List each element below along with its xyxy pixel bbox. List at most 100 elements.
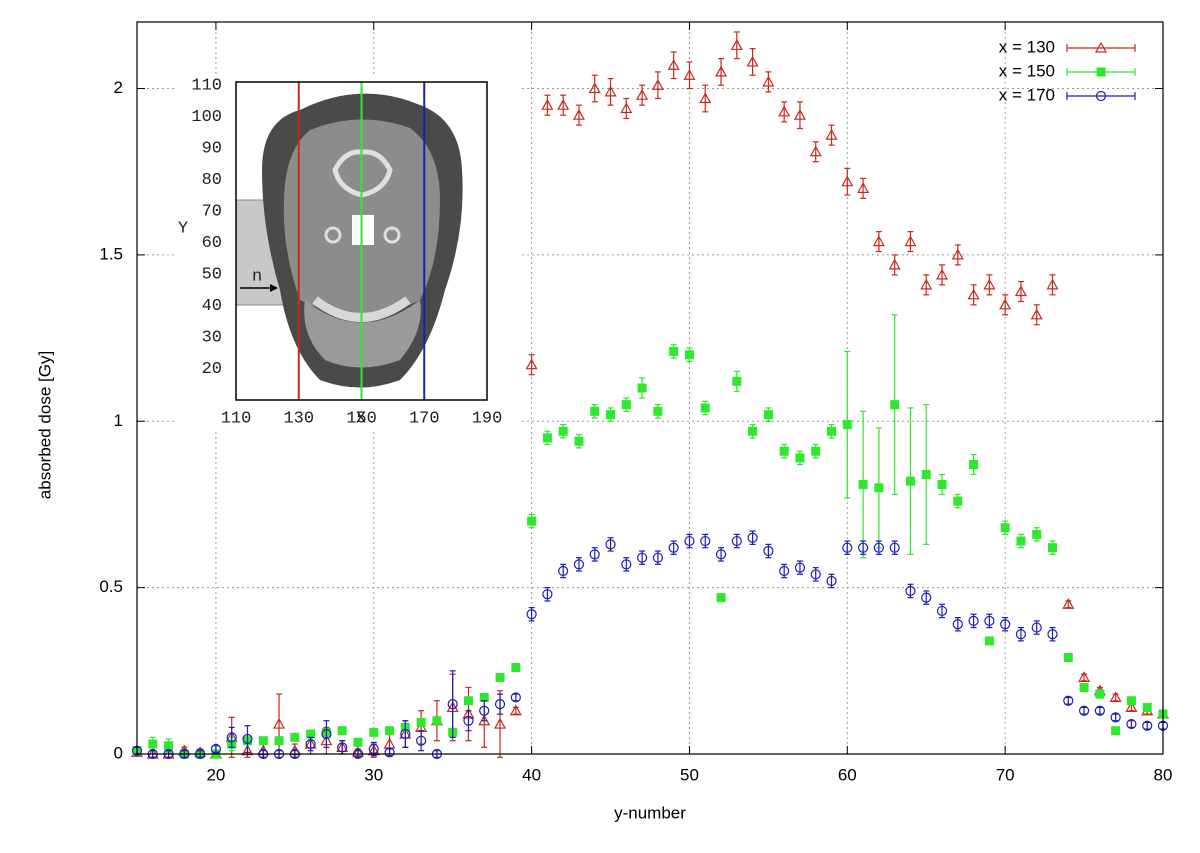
marker-circle [637,552,648,563]
marker-circle [873,542,884,553]
marker-square [748,426,758,436]
error-bar [749,48,756,76]
y-tick-label: 2 [114,78,123,97]
marker-square [1096,67,1106,77]
marker-circle [337,742,348,753]
marker-circle [321,728,332,740]
marker-triangle [778,105,791,117]
marker-square [716,593,726,603]
y-tick-label: 1.5 [99,244,123,263]
error-bar [244,725,251,753]
marker-circle [1126,718,1137,730]
error-bar [796,101,803,130]
error-bar [639,84,646,106]
error-bar [607,77,614,106]
legend: x = 130 x = 150 x = 170 [999,37,1136,104]
inset-y-tick-label: 70 [202,203,222,222]
error-bar [512,693,519,702]
marker-triangle [1125,701,1138,713]
error-bar [686,61,693,90]
marker-square [827,426,837,436]
marker-triangle [746,55,759,67]
error-bar [1144,721,1151,730]
marker-square [905,476,915,486]
inset-x-tick-label: 150 [346,409,377,428]
marker-circle [857,542,869,553]
x-tick-label: 50 [680,765,699,784]
marker-square [669,346,679,356]
error-bar [765,71,772,93]
marker-triangle [1046,278,1059,290]
x-tick-label: 70 [996,765,1015,784]
marker-square [621,400,631,410]
marker-square [385,726,395,736]
marker-triangle [730,39,743,50]
marker-square [463,696,473,706]
marker-triangle [935,268,949,280]
marker-square [874,483,884,493]
marker-square [274,736,284,746]
legend-label: x = 150 [999,61,1055,80]
marker-circle [921,592,932,603]
marker-triangle [793,108,806,120]
inset-y-tick-label: 60 [202,234,222,253]
marker-circle [573,559,585,570]
marker-circle [684,535,695,547]
marker-circle [779,565,790,577]
x-tick-label: 80 [1154,765,1173,784]
error-bar [1065,600,1072,609]
marker-square [969,460,979,470]
error-bar [844,167,851,196]
marker-circle [305,738,316,750]
error-bar [512,706,519,715]
marker-square [890,400,900,410]
marker-square [606,410,616,420]
x-axis-label: y-number [614,803,686,822]
error-bar [1081,673,1088,682]
marker-circle [526,609,537,620]
error-bar [891,254,898,276]
error-bar [828,124,835,146]
marker-circle [400,728,411,740]
marker-circle [1142,720,1153,731]
marker-triangle [888,258,901,270]
marker-square [337,726,347,736]
points [130,31,1170,760]
marker-square [511,662,521,672]
error-bar [860,177,867,199]
marker-square [527,516,537,526]
marker-circle [668,542,679,553]
legend-label: x = 170 [999,85,1055,104]
marker-triangle [999,298,1012,310]
marker-triangle [683,69,696,80]
marker-circle [1015,629,1027,640]
error-bar [1065,696,1072,705]
marker-triangle [241,744,254,756]
error-bar [907,231,914,253]
x-tick-label: 60 [838,765,857,784]
marker-circle [1110,712,1121,723]
marker-square [148,739,158,749]
marker-circle [384,747,395,758]
marker-square [353,737,363,747]
marker-square [1063,653,1073,663]
marker-triangle [951,248,964,260]
marker-circle [810,569,821,580]
y-tick-label: 0 [114,743,123,762]
marker-triangle [1062,598,1075,609]
inset-airway [352,215,374,245]
marker-circle [447,698,458,710]
inset-lines [297,82,426,400]
x-tick-label: 20 [206,765,225,784]
inset-arrow-label: n [252,267,262,286]
inset-frame [235,81,488,401]
error-bar [939,264,946,286]
error-bar [718,57,725,86]
marker-circle [621,559,632,570]
marker-triangle [904,235,917,247]
error-bar [544,94,551,116]
error-bar [1096,706,1103,715]
marker-circle [510,692,521,703]
marker-circle [494,698,506,710]
marker-triangle [588,82,601,94]
